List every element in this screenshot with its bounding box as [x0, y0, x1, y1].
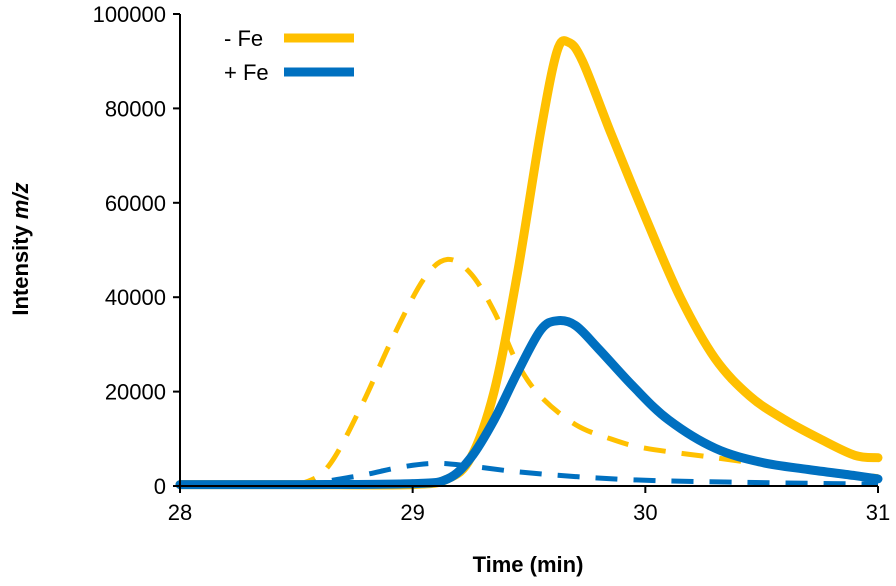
y-tick-label: 60000 — [105, 191, 166, 216]
solid-plus-fe-series-line — [175, 316, 883, 490]
axes — [179, 14, 878, 487]
x-tick-label: 28 — [168, 500, 192, 525]
legend: - Fe + Fe — [224, 26, 354, 85]
y-tick-label: 0 — [154, 474, 166, 499]
dashed-plus-fe-series-line — [179, 460, 879, 488]
plot-area — [175, 36, 883, 490]
y-axis-title-text: Intensity — [8, 219, 33, 316]
y-axis-title: Intensity m/z — [8, 182, 33, 315]
y-tick-label: 40000 — [105, 285, 166, 310]
dashed-minus-fe-series-line — [179, 256, 879, 488]
ticks: 0 20000 40000 60000 80000 100000 28 29 30 31 — [93, 2, 891, 525]
x-tick-label: 29 — [400, 500, 424, 525]
solid-minus-fe-series-line — [175, 36, 883, 490]
legend-label: - Fe — [224, 26, 263, 51]
x-tick-label: 30 — [633, 500, 657, 525]
y-tick-label: 100000 — [93, 2, 166, 27]
legend-label: + Fe — [224, 60, 269, 85]
x-tick-label: 31 — [866, 500, 890, 525]
y-tick-label: 80000 — [105, 96, 166, 121]
y-axis-title-mz: m/z — [8, 182, 33, 219]
y-tick-label: 20000 — [105, 380, 166, 405]
x-axis-title: Time (min) — [473, 552, 584, 577]
